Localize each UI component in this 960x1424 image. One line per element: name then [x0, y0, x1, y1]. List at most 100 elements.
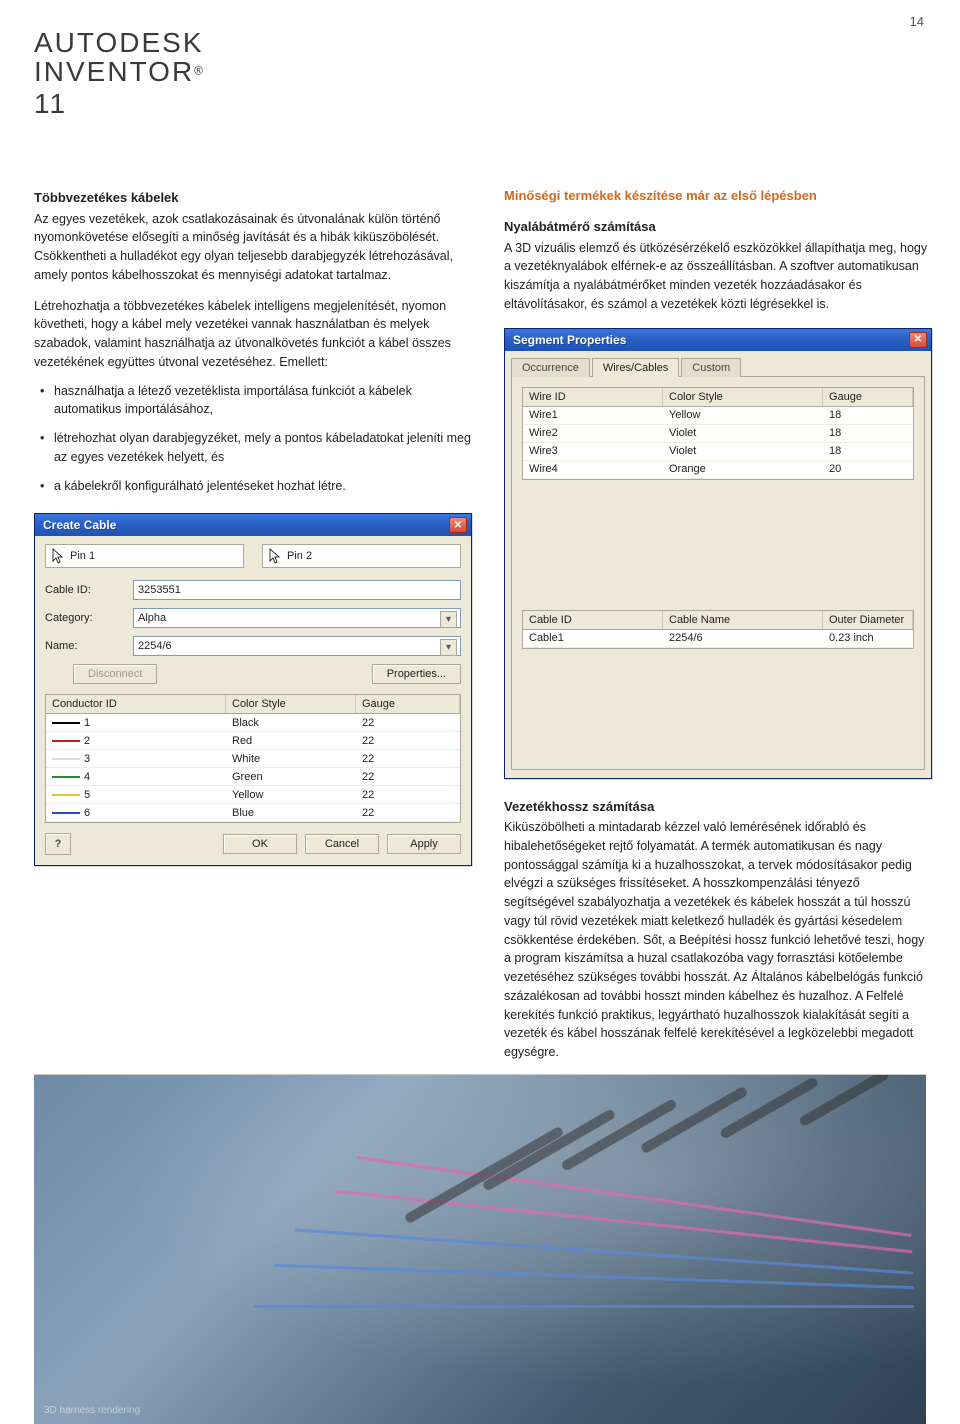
properties-button[interactable]: Properties... — [372, 664, 461, 684]
brand-line1: AUTODESK — [34, 28, 926, 57]
cable-id-cell: Cable1 — [523, 632, 663, 644]
conductor-id-cell: 2 — [46, 735, 226, 747]
brand-registered: ® — [194, 64, 205, 78]
brand-block: AUTODESK INVENTOR® 11 — [34, 28, 926, 118]
sec2-title: Vezetékhossz számítása — [504, 797, 932, 817]
cable-name-cell: 2254/6 — [663, 632, 823, 644]
left-section-title: Többvezetékes kábelek — [34, 188, 472, 208]
wire-gauge-cell: 20 — [823, 463, 913, 475]
wire-swatch-icon — [52, 722, 80, 724]
tab-page: Wire ID Color Style Gauge Wire1Yellow18W… — [511, 376, 925, 770]
conductor-id-cell: 6 — [46, 807, 226, 819]
left-paragraph-2: Létrehozhatja a többvezetékes kábelek in… — [34, 297, 472, 372]
segment-properties-dialog: Segment Properties ✕ Occurrence Wires/Ca… — [504, 328, 932, 779]
cable-row[interactable]: Cable12254/60.23 inch — [523, 630, 913, 648]
tab-strip: Occurrence Wires/Cables Custom — [511, 357, 925, 376]
cable-id-label: Cable ID: — [45, 584, 125, 596]
sec1-body: A 3D vizuális elemző és ütközésérzékelő … — [504, 239, 932, 314]
wire-swatch-icon — [52, 758, 80, 760]
tab-occurrence[interactable]: Occurrence — [511, 358, 590, 377]
conductor-row[interactable]: 4Green22 — [46, 768, 460, 786]
col-gauge[interactable]: Gauge — [823, 388, 913, 406]
gauge-cell: 22 — [356, 789, 460, 801]
left-bullet-list: használhatja a létező vezetéklista impor… — [34, 382, 472, 496]
sec2-body: Kiküszöbölheti a mintadarab kézzel való … — [504, 818, 932, 1062]
color-style-cell: Black — [226, 717, 356, 729]
harness-render-image: 3D harness rendering — [34, 1074, 926, 1424]
col-gauge[interactable]: Gauge — [356, 695, 460, 713]
pin2-selector[interactable]: Pin 2 — [262, 544, 461, 568]
conductor-id-cell: 3 — [46, 753, 226, 765]
wire-row[interactable]: Wire4Orange20 — [523, 461, 913, 479]
wire-color-cell: Violet — [663, 445, 823, 457]
conductor-row[interactable]: 6Blue22 — [46, 804, 460, 822]
wire-gauge-cell: 18 — [823, 427, 913, 439]
wire-swatch-icon — [52, 794, 80, 796]
wire-id-cell: Wire3 — [523, 445, 663, 457]
conductor-id-cell: 1 — [46, 717, 226, 729]
col-color-style[interactable]: Color Style — [226, 695, 356, 713]
category-label: Category: — [45, 612, 125, 624]
gauge-cell: 22 — [356, 717, 460, 729]
conductor-row[interactable]: 2Red22 — [46, 732, 460, 750]
ok-button[interactable]: OK — [223, 834, 297, 854]
wire-gauge-cell: 18 — [823, 409, 913, 421]
name-combo[interactable]: 2254/6 — [133, 636, 461, 656]
disconnect-button: Disconnect — [73, 664, 157, 684]
cancel-button[interactable]: Cancel — [305, 834, 379, 854]
color-style-cell: Yellow — [226, 789, 356, 801]
conductor-list-body: 1Black222Red223White224Green225Yellow226… — [45, 714, 461, 823]
color-style-cell: Red — [226, 735, 356, 747]
dialog-title: Create Cable — [43, 518, 116, 532]
apply-button[interactable]: Apply — [387, 834, 461, 854]
tab-custom[interactable]: Custom — [681, 358, 741, 377]
wire-row[interactable]: Wire3Violet18 — [523, 443, 913, 461]
create-cable-dialog: Create Cable ✕ Pin 1 — [34, 513, 472, 866]
dialog-titlebar[interactable]: Segment Properties ✕ — [505, 329, 931, 351]
dialog-titlebar[interactable]: Create Cable ✕ — [35, 514, 471, 536]
cable-id-input[interactable]: 3253551 — [133, 580, 461, 600]
cursor-icon — [52, 548, 64, 564]
bullet-item: a kábelekről konfigurálható jelentéseket… — [44, 477, 472, 496]
col-cable-name[interactable]: Cable Name — [663, 611, 823, 629]
cables-list-body: Cable12254/60.23 inch — [522, 630, 914, 649]
wire-id-cell: Wire2 — [523, 427, 663, 439]
left-paragraph-1: Az egyes vezetékek, azok csatlakozásaina… — [34, 210, 472, 285]
col-color-style[interactable]: Color Style — [663, 388, 823, 406]
col-wire-id[interactable]: Wire ID — [523, 388, 663, 406]
wires-list-header: Wire ID Color Style Gauge — [522, 387, 914, 407]
gauge-cell: 22 — [356, 771, 460, 783]
conductor-row[interactable]: 5Yellow22 — [46, 786, 460, 804]
render-streak — [719, 1076, 819, 1140]
brand-version: 11 — [34, 89, 926, 118]
tab-wires-cables[interactable]: Wires/Cables — [592, 358, 679, 377]
color-style-cell: Blue — [226, 807, 356, 819]
color-style-cell: White — [226, 753, 356, 765]
close-icon[interactable]: ✕ — [449, 517, 467, 533]
conductor-id-cell: 4 — [46, 771, 226, 783]
wire-gauge-cell: 18 — [823, 445, 913, 457]
wire-row[interactable]: Wire1Yellow18 — [523, 407, 913, 425]
wire-row[interactable]: Wire2Violet18 — [523, 425, 913, 443]
category-combo[interactable]: Alpha — [133, 608, 461, 628]
render-hint: 3D harness rendering — [44, 1405, 140, 1416]
cables-list-header: Cable ID Cable Name Outer Diameter — [522, 610, 914, 630]
render-streak — [404, 1126, 565, 1225]
bullet-item: létrehozhat olyan darabjegyzéket, mely a… — [44, 429, 472, 467]
col-outer-diameter[interactable]: Outer Diameter — [823, 611, 913, 629]
color-style-cell: Green — [226, 771, 356, 783]
conductor-row[interactable]: 3White22 — [46, 750, 460, 768]
sec1-title: Nyalábátmérő számítása — [504, 217, 932, 237]
conductor-row[interactable]: 1Black22 — [46, 714, 460, 732]
close-icon[interactable]: ✕ — [909, 332, 927, 348]
gauge-cell: 22 — [356, 753, 460, 765]
wire-swatch-icon — [52, 776, 80, 778]
help-button[interactable]: ? — [45, 833, 71, 855]
wire-swatch-icon — [52, 740, 80, 742]
col-cable-id[interactable]: Cable ID — [523, 611, 663, 629]
render-streak — [640, 1086, 749, 1155]
col-conductor-id[interactable]: Conductor ID — [46, 695, 226, 713]
pin1-selector[interactable]: Pin 1 — [45, 544, 244, 568]
brand-line2: INVENTOR — [34, 56, 194, 87]
page-number: 14 — [910, 14, 924, 29]
